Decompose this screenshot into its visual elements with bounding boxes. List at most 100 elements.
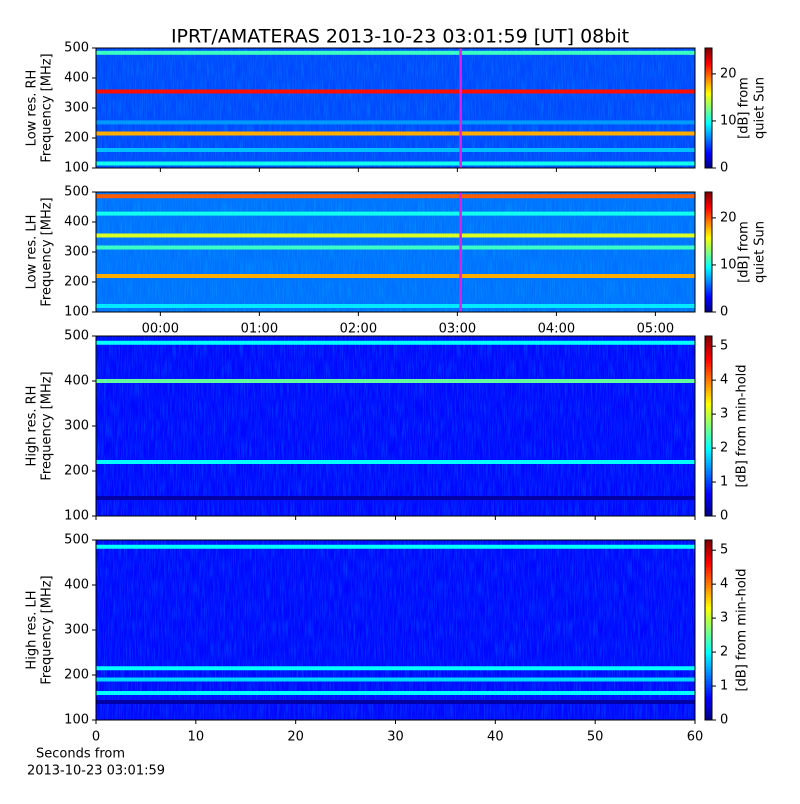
colorbar-frame bbox=[704, 191, 713, 313]
colorbar-segment bbox=[705, 302, 712, 305]
colorbar-tick-label: 1 bbox=[720, 679, 728, 694]
colorbar-segment bbox=[705, 266, 712, 269]
y-tick-label: 300 bbox=[64, 419, 89, 434]
colorbar-segment bbox=[705, 298, 712, 301]
colorbar-segment bbox=[705, 444, 712, 448]
band bbox=[96, 379, 695, 383]
band bbox=[96, 700, 695, 704]
colorbar-segment bbox=[705, 166, 712, 169]
colorbar-segment bbox=[705, 272, 712, 275]
colorbar-segment bbox=[705, 152, 712, 155]
colorbar-segment bbox=[705, 633, 712, 637]
colorbar-segment bbox=[705, 244, 712, 247]
colorbar-segment bbox=[705, 558, 712, 562]
colorbar-segment bbox=[705, 672, 712, 676]
y-tick-label: 100 bbox=[64, 161, 89, 176]
colorbar-segment bbox=[705, 150, 712, 153]
colorbar-segment bbox=[705, 675, 712, 679]
y-tick-label: 200 bbox=[64, 275, 89, 290]
x-tick-label: 40 bbox=[487, 730, 504, 745]
colorbar-segment bbox=[705, 612, 712, 616]
x-tick-label: 03:00 bbox=[439, 322, 476, 337]
colorbar-segment bbox=[705, 262, 712, 265]
colorbar-segment bbox=[705, 54, 712, 57]
colorbar-segment bbox=[705, 116, 712, 119]
colorbar-segment bbox=[705, 204, 712, 207]
band bbox=[96, 50, 695, 55]
colorbar-segment bbox=[705, 546, 712, 550]
colorbar-segment bbox=[705, 660, 712, 664]
colorbar-segment bbox=[705, 256, 712, 259]
colorbar-tick-label: 4 bbox=[720, 577, 728, 592]
colorbar-segment bbox=[705, 465, 712, 469]
y-tick-label: 400 bbox=[64, 374, 89, 389]
colorbar-segment bbox=[705, 222, 712, 225]
colorbar-segment bbox=[705, 387, 712, 391]
colorbar-tick-label: 20 bbox=[720, 210, 737, 225]
colorbar-segment bbox=[705, 420, 712, 424]
colorbar-segment bbox=[705, 206, 712, 209]
colorbar-segment bbox=[705, 60, 712, 63]
colorbar-segment bbox=[705, 242, 712, 245]
y-axis-label: Frequency [MHz] bbox=[40, 197, 55, 306]
colorbar-segment bbox=[705, 417, 712, 421]
colorbar-segment bbox=[705, 495, 712, 499]
colorbar-segment bbox=[705, 336, 712, 340]
colorbar-segment bbox=[705, 390, 712, 394]
colorbar-segment bbox=[705, 86, 712, 89]
colorbar-segment bbox=[705, 98, 712, 101]
colorbar-segment bbox=[705, 354, 712, 358]
colorbar-tick-label: 0 bbox=[720, 509, 728, 524]
colorbar-segment bbox=[705, 230, 712, 233]
colorbar-label: [dB] from bbox=[737, 221, 752, 283]
colorbar-segment bbox=[705, 64, 712, 67]
colorbar-segment bbox=[705, 681, 712, 685]
colorbar-segment bbox=[705, 304, 712, 307]
colorbar-segment bbox=[705, 294, 712, 297]
colorbar-segment bbox=[705, 639, 712, 643]
x-tick-label: 05:00 bbox=[637, 322, 674, 337]
colorbar-segment bbox=[705, 306, 712, 309]
colorbar-segment bbox=[705, 426, 712, 430]
colorbar-segment bbox=[705, 429, 712, 433]
y-axis-label: High res. LH bbox=[25, 590, 40, 669]
y-tick-label: 300 bbox=[64, 623, 89, 638]
colorbar-segment bbox=[705, 654, 712, 658]
colorbar-segment bbox=[705, 112, 712, 115]
colorbar-label: quiet Sun bbox=[753, 221, 768, 283]
colorbar-segment bbox=[705, 540, 712, 544]
colorbar-segment bbox=[705, 212, 712, 215]
colorbar-segment bbox=[705, 582, 712, 586]
colorbar-segment bbox=[705, 513, 712, 517]
colorbar-segment bbox=[705, 414, 712, 418]
y-axis-label: Frequency [MHz] bbox=[40, 371, 55, 480]
colorbar-segment bbox=[705, 146, 712, 149]
colorbar-label: quiet Sun bbox=[753, 77, 768, 139]
colorbar-segment bbox=[705, 717, 712, 721]
colorbar-segment bbox=[705, 136, 712, 139]
colorbar-segment bbox=[705, 402, 712, 406]
colorbar-segment bbox=[705, 363, 712, 367]
colorbar-segment bbox=[705, 164, 712, 167]
colorbar-segment bbox=[705, 474, 712, 478]
colorbar-segment bbox=[705, 657, 712, 661]
colorbar-segment bbox=[705, 268, 712, 271]
colorbar-segment bbox=[705, 696, 712, 700]
colorbar-segment bbox=[705, 369, 712, 373]
colorbar-segment bbox=[705, 378, 712, 382]
colorbar-segment bbox=[705, 579, 712, 583]
y-tick-label: 300 bbox=[64, 101, 89, 116]
x-tick-label: 50 bbox=[587, 730, 604, 745]
y-tick-label: 100 bbox=[64, 509, 89, 524]
band bbox=[96, 194, 695, 199]
x-tick-label: 04:00 bbox=[538, 322, 575, 337]
colorbar-segment bbox=[705, 104, 712, 107]
y-axis-label: Frequency [MHz] bbox=[40, 575, 55, 684]
band bbox=[96, 89, 695, 94]
band bbox=[96, 131, 695, 136]
colorbar-segment bbox=[705, 693, 712, 697]
colorbar-tick-label: 5 bbox=[720, 339, 728, 354]
y-tick-label: 500 bbox=[64, 533, 89, 548]
x-tick-label: 10 bbox=[188, 730, 205, 745]
colorbar-segment bbox=[705, 94, 712, 97]
